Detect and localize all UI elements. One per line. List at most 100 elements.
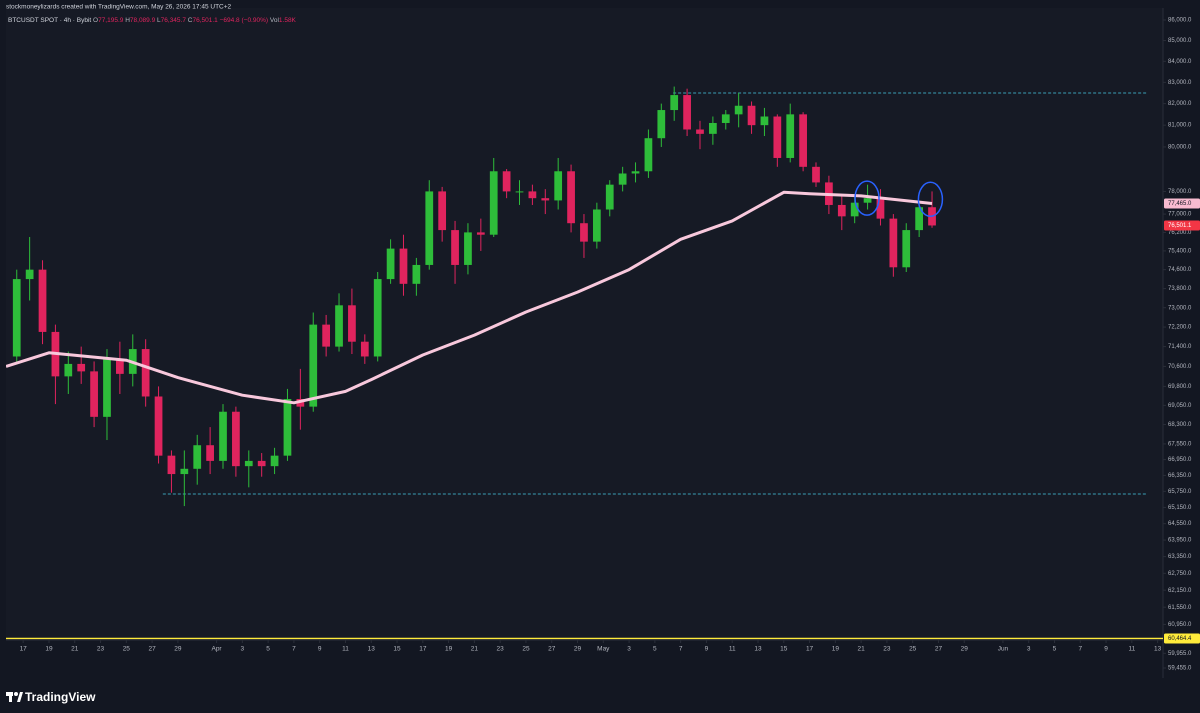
legend-key: H	[125, 17, 130, 24]
y-tick-label: 73,800.0	[1168, 286, 1192, 292]
footer-logo: TradingView	[6, 690, 96, 704]
x-tick-label: 7	[1078, 646, 1082, 653]
x-tick-label: 11	[1128, 646, 1135, 653]
candle-body	[915, 207, 924, 231]
price-label: 76,501.1	[1168, 223, 1192, 229]
x-tick-label: Apr	[211, 646, 222, 653]
x-tick-label: 11	[342, 646, 349, 653]
candle-body	[386, 248, 395, 280]
candle-body	[837, 204, 846, 217]
candle-body	[747, 105, 756, 126]
candle-body	[451, 230, 459, 265]
legend-value: 76,501.1	[192, 17, 218, 24]
x-tick-label: 19	[832, 646, 840, 653]
x-tick-label: 27	[935, 646, 943, 653]
candle-body	[193, 445, 202, 469]
candle-body	[863, 198, 872, 203]
candle-body	[567, 171, 575, 224]
y-tick-label: 69,800.0	[1168, 384, 1192, 390]
candle-body	[348, 305, 356, 342]
plot	[6, 86, 1163, 640]
candle-body	[760, 116, 769, 126]
candle-body	[206, 445, 214, 461]
candle-body	[322, 324, 331, 347]
candle-body	[502, 171, 511, 192]
candle-body	[399, 248, 408, 284]
candle-body	[515, 191, 524, 193]
y-tick-label: 69,050.0	[1168, 403, 1192, 409]
y-tick-label: 65,750.0	[1168, 489, 1192, 495]
x-tick-label: 27	[148, 646, 156, 653]
candle-body	[270, 455, 279, 467]
candle-body	[618, 173, 627, 185]
candle-body	[309, 324, 318, 407]
y-tick-label: 84,000.0	[1168, 59, 1192, 65]
price-label: 77,465.0	[1168, 201, 1192, 207]
y-tick-label: 70,600.0	[1168, 364, 1192, 370]
x-tick-label: 25	[123, 646, 131, 653]
x-tick-label: 13	[1154, 646, 1162, 653]
x-tick-label: 25	[522, 646, 530, 653]
y-tick-label: 65,150.0	[1168, 505, 1192, 511]
legend-key: C	[188, 17, 193, 24]
candle-body	[812, 166, 820, 183]
legend-change: −694.8 (−0.90%)	[220, 17, 268, 24]
candle-body	[244, 460, 253, 467]
candle-body	[902, 230, 911, 268]
candle-body	[335, 305, 343, 347]
x-tick-label: 7	[679, 646, 683, 653]
legend-value: 77,195.9	[98, 17, 124, 24]
candle-body	[696, 129, 704, 134]
candle-body	[283, 399, 292, 456]
y-tick-label: 59,455.0	[1168, 666, 1192, 672]
x-tick-label: 9	[318, 646, 322, 653]
footer-brand: TradingView	[25, 690, 96, 704]
y-tick-label: 60,950.0	[1168, 622, 1192, 628]
candle-body	[734, 105, 743, 115]
y-tick-label: 74,600.0	[1168, 267, 1192, 273]
x-tick-label: 7	[292, 646, 296, 653]
y-tick-label: 73,000.0	[1168, 305, 1192, 311]
candle-body	[580, 223, 588, 242]
candle-body	[64, 363, 73, 377]
x-tick-label: 25	[909, 646, 917, 653]
highlight-circle	[917, 181, 944, 218]
x-tick-label: 9	[705, 646, 709, 653]
y-tick-label: 78,000.0	[1168, 189, 1192, 195]
x-tick-label: 15	[780, 646, 788, 653]
candle-body	[876, 198, 885, 219]
x-tick-label: 21	[858, 646, 866, 653]
x-tick-label: 5	[266, 646, 270, 653]
candle-body	[773, 116, 782, 158]
x-tick-label: 19	[445, 646, 453, 653]
legend-value: 76,345.7	[161, 17, 187, 24]
y-tick-label: 59,955.0	[1168, 651, 1192, 657]
logo-shape	[9, 692, 12, 702]
x-tick-label: 19	[45, 646, 53, 653]
candle-body	[232, 411, 240, 467]
x-tick-label: 3	[627, 646, 631, 653]
candle-body	[154, 396, 163, 456]
candle-body	[541, 198, 550, 201]
candle-body	[360, 341, 369, 357]
logo-shape	[17, 692, 23, 702]
y-tick-label: 86,000.0	[1168, 18, 1192, 24]
y-tick-label: 76,200.0	[1168, 230, 1192, 236]
x-tick-label: 3	[1027, 646, 1031, 653]
candle-body	[889, 218, 898, 268]
price-label-bg	[1164, 198, 1200, 209]
y-tick-label: 66,950.0	[1168, 457, 1192, 463]
candle-body	[90, 371, 98, 417]
x-tick-label: 29	[174, 646, 182, 653]
candle-body	[631, 171, 640, 174]
x-tick-label: 17	[20, 646, 28, 653]
y-tick-label: 85,000.0	[1168, 38, 1192, 44]
x-tick-label: 29	[961, 646, 969, 653]
x-tick-label: 23	[97, 646, 105, 653]
moving-average	[6, 190, 933, 405]
y-tick-label: 82,000.0	[1168, 101, 1192, 107]
x-tick-label: May	[597, 646, 610, 653]
candle-body	[77, 363, 86, 372]
